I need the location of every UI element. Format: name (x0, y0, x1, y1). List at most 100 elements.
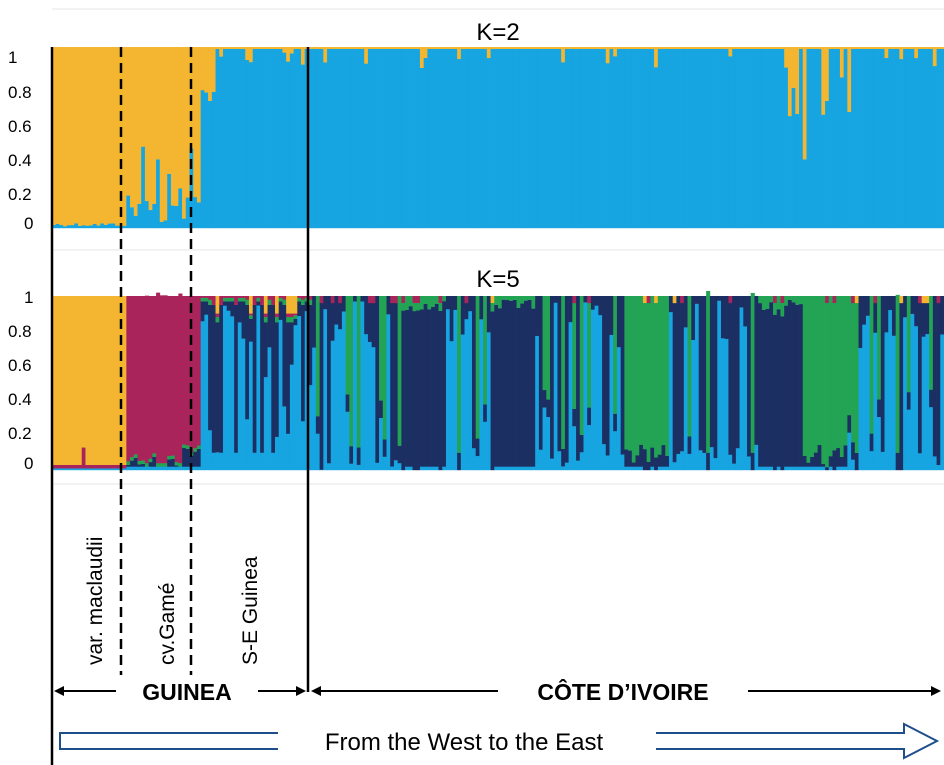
k2-bar-216-orange (851, 47, 856, 50)
k2-bar-42-orange (204, 47, 209, 93)
k2-bar-215-blue (847, 111, 852, 229)
k2-bar-86-blue (367, 48, 372, 229)
k2-bar-42-blue (204, 92, 209, 229)
k5-bar-50-navy (234, 304, 239, 453)
k2-bar-175-blue (698, 48, 703, 229)
k5-bar-26-blue (144, 466, 149, 471)
k5-bar-50-crimson (234, 296, 239, 305)
k2-bar-189-blue (750, 48, 755, 229)
k2-bar-68-orange (301, 47, 306, 65)
k2-bar-150-blue (605, 63, 610, 229)
k2-bar-176-blue (702, 48, 707, 229)
k5-bar-99-green (416, 302, 421, 311)
k5-bar-164-navy (657, 454, 662, 467)
k5-bar-10-blue (85, 468, 90, 471)
k5-bar-170-navy (680, 302, 685, 452)
k5-bar-28-crimson (152, 296, 157, 454)
k5-bar-221-navy (869, 433, 874, 452)
k5-bar-188-navy (747, 296, 752, 457)
k5-bar-214-blue (843, 466, 848, 471)
k5-bar-205-navy (810, 456, 815, 467)
k2-bar-88-blue (375, 48, 380, 229)
k5-bar-65-crimson (289, 313, 294, 318)
k5-bar-208-green (821, 296, 826, 465)
k2-bar-94-blue (397, 48, 402, 229)
k5-bar-221-blue (869, 450, 874, 471)
k2-bar-27-blue (148, 209, 153, 229)
k5-bar-58-crimson (263, 313, 268, 318)
k2-bar-96-blue (405, 48, 410, 229)
k5-bar-83-blue (356, 464, 361, 471)
k5-bar-206-green (813, 296, 818, 453)
k2-bar-122-orange (501, 47, 506, 50)
k5-bar-64-green (286, 316, 291, 323)
k5-bar-111-navy (460, 296, 465, 335)
k5-ytick-0.4: 0.4 (8, 390, 32, 409)
k5-bar-77-navy (334, 296, 339, 325)
k5-bar-33-green (170, 455, 175, 460)
k5-bar-89-navy (379, 400, 384, 419)
k5-bar-211-crimson (832, 296, 837, 304)
k5-bar-176-blue (702, 452, 707, 471)
k5-bar-174-blue (694, 303, 700, 471)
k2-bar-239-orange (936, 47, 941, 50)
k5-bar-34-green (174, 461, 179, 466)
k5-bar-46-navy (219, 304, 224, 453)
k5-bar-74-navy (323, 296, 328, 310)
k5-bar-200-blue (791, 466, 796, 471)
k2-bar-204-orange (806, 47, 811, 50)
k5-bar-140-navy (568, 296, 573, 323)
k5-bar-197-navy (780, 316, 785, 471)
k2-bar-219-blue (862, 48, 867, 229)
k5-bar-103-navy (431, 306, 436, 467)
k2-bar-185-blue (735, 48, 740, 229)
k5-bar-207-green (817, 296, 822, 446)
k2-bar-87-blue (371, 48, 376, 229)
k5-bar-41-green (200, 297, 205, 302)
k2-bar-60-blue (271, 48, 276, 229)
cote-divoire-range-arrow: CÔTE D’IVOIRE (311, 678, 941, 705)
k2-bar-206-blue (813, 48, 818, 229)
k2-bar-176-orange (702, 47, 707, 50)
k2-bar-225-blue (884, 57, 889, 229)
k2-bar-104-blue (434, 48, 439, 229)
k5-bar-167-navy (668, 296, 674, 313)
k5-bar-21-blue (126, 466, 131, 471)
k2-bar-40-orange (196, 47, 202, 203)
k5-bar-56-crimson (256, 296, 261, 298)
k2-bar-188-orange (747, 47, 752, 50)
k2-bar-224-blue (880, 48, 885, 229)
k5-bar-226-navy (888, 296, 893, 311)
k2-bar-188-blue (747, 48, 752, 229)
k2-bar-73-orange (319, 47, 324, 50)
k5-bar-235-blue (921, 336, 926, 471)
k5-bar-78-crimson (338, 296, 343, 304)
k2-bar-148-blue (598, 48, 603, 229)
k5-bar-94-green (397, 296, 402, 446)
k5-bar-35-crimson (178, 293, 183, 464)
k2-bar-141-orange (572, 47, 577, 50)
k5-bar-217-orange (854, 296, 859, 304)
k2-bar-11-orange (89, 47, 94, 226)
k5-bar-95-green (401, 302, 406, 311)
k5-bar-155-green (624, 296, 629, 450)
k5-bar-57-navy (260, 304, 265, 453)
k5-bar-239-navy (936, 302, 941, 466)
k5-bar-5-orange (66, 296, 71, 465)
k2-bar-86-orange (367, 47, 372, 50)
k2-bar-156-blue (628, 48, 633, 229)
k2-bar-190-orange (754, 47, 759, 50)
k5-bar-53-crimson (245, 296, 250, 300)
k5-bar-120-navy (494, 304, 499, 467)
k5-bar-16-blue (107, 468, 112, 471)
k5-bar-23-blue (133, 466, 138, 471)
k5-bar-179-navy (713, 296, 718, 459)
k5-bar-236-navy (925, 302, 930, 335)
k2-bar-82-orange (353, 47, 358, 50)
k5-bar-47-crimson (222, 296, 228, 298)
k5-bar-192-green (761, 296, 766, 310)
k2-bar-116-blue (479, 48, 484, 229)
k2-bar-234-blue (917, 48, 923, 229)
k5-bar-33-blue (170, 466, 175, 471)
